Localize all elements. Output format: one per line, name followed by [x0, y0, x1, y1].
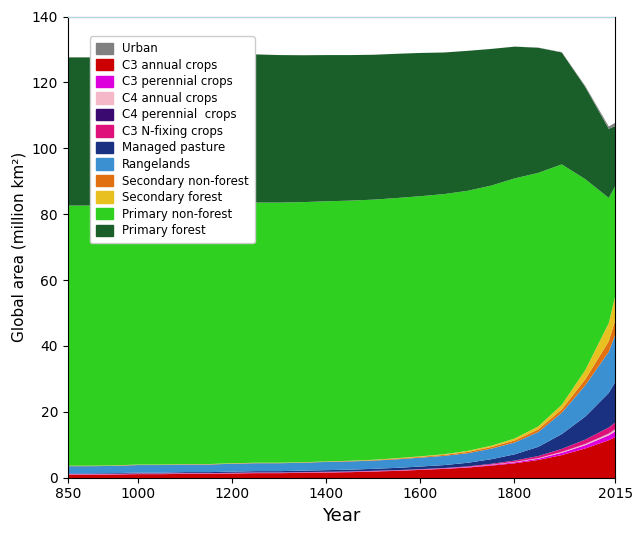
- Y-axis label: Global area (million km²): Global area (million km²): [11, 152, 26, 343]
- X-axis label: Year: Year: [323, 507, 361, 525]
- Legend: Urban, C3 annual crops, C3 perennial crops, C4 annual crops, C4 perennial  crops: Urban, C3 annual crops, C3 perennial cro…: [90, 36, 254, 243]
